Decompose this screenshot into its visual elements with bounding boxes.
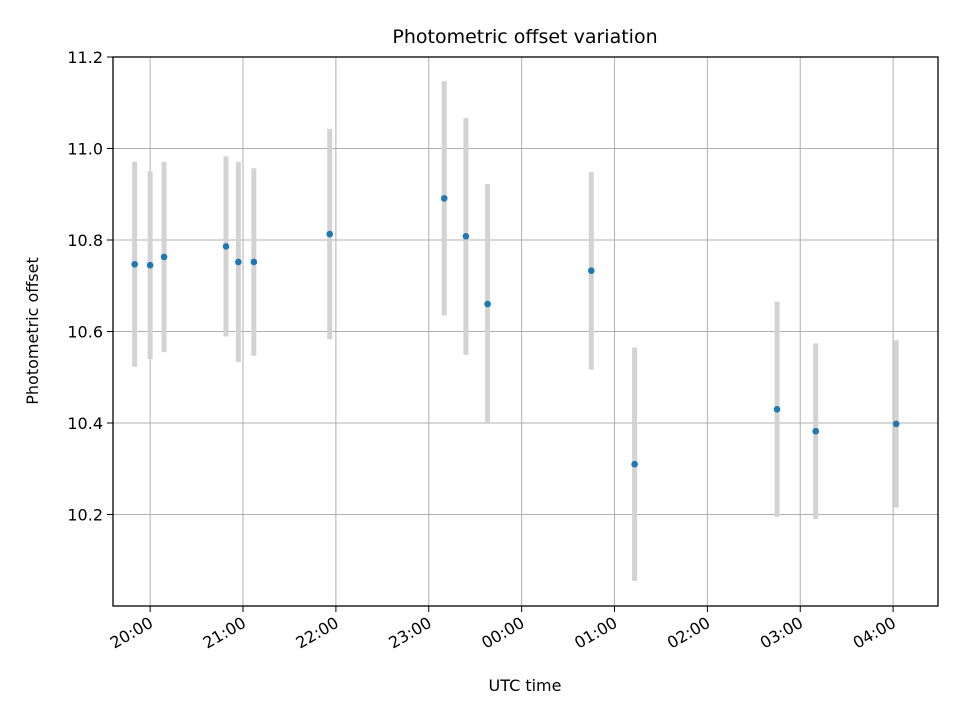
- data-point: [235, 258, 242, 266]
- data-point: [484, 300, 491, 308]
- data-point: [160, 253, 168, 261]
- data-point: [812, 427, 820, 435]
- data-point: [326, 230, 333, 238]
- y-tick-label: 10.8: [67, 231, 103, 250]
- data-point: [146, 261, 154, 269]
- data-points: [131, 195, 900, 468]
- y-tick-label: 10.6: [67, 323, 103, 342]
- data-point: [773, 405, 781, 413]
- data-point: [892, 420, 900, 428]
- data-point: [222, 243, 230, 250]
- data-point: [440, 195, 448, 202]
- data-point: [131, 260, 138, 268]
- data-point: [462, 233, 470, 240]
- y-axis-label: Photometric offset: [23, 257, 42, 405]
- data-point: [631, 460, 638, 468]
- y-tick-label: 11.2: [67, 48, 103, 67]
- data-point: [587, 267, 595, 274]
- x-axis-label: UTC time: [489, 676, 562, 695]
- chart-title: Photometric offset variation: [392, 26, 657, 48]
- y-tick-label: 10.4: [67, 414, 103, 433]
- data-point: [250, 258, 258, 266]
- y-tick-label: 11.0: [67, 140, 103, 159]
- y-tick-label: 10.2: [67, 506, 103, 525]
